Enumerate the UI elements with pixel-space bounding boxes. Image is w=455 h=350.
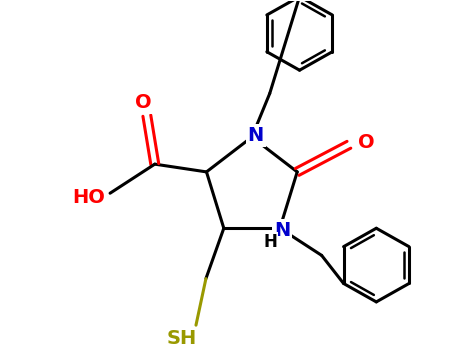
Text: HO: HO [72, 188, 105, 206]
Text: H: H [263, 233, 277, 251]
Text: O: O [359, 133, 375, 152]
Text: N: N [274, 221, 290, 240]
Text: SH: SH [167, 329, 197, 348]
Text: N: N [248, 126, 264, 145]
Text: O: O [135, 93, 151, 112]
